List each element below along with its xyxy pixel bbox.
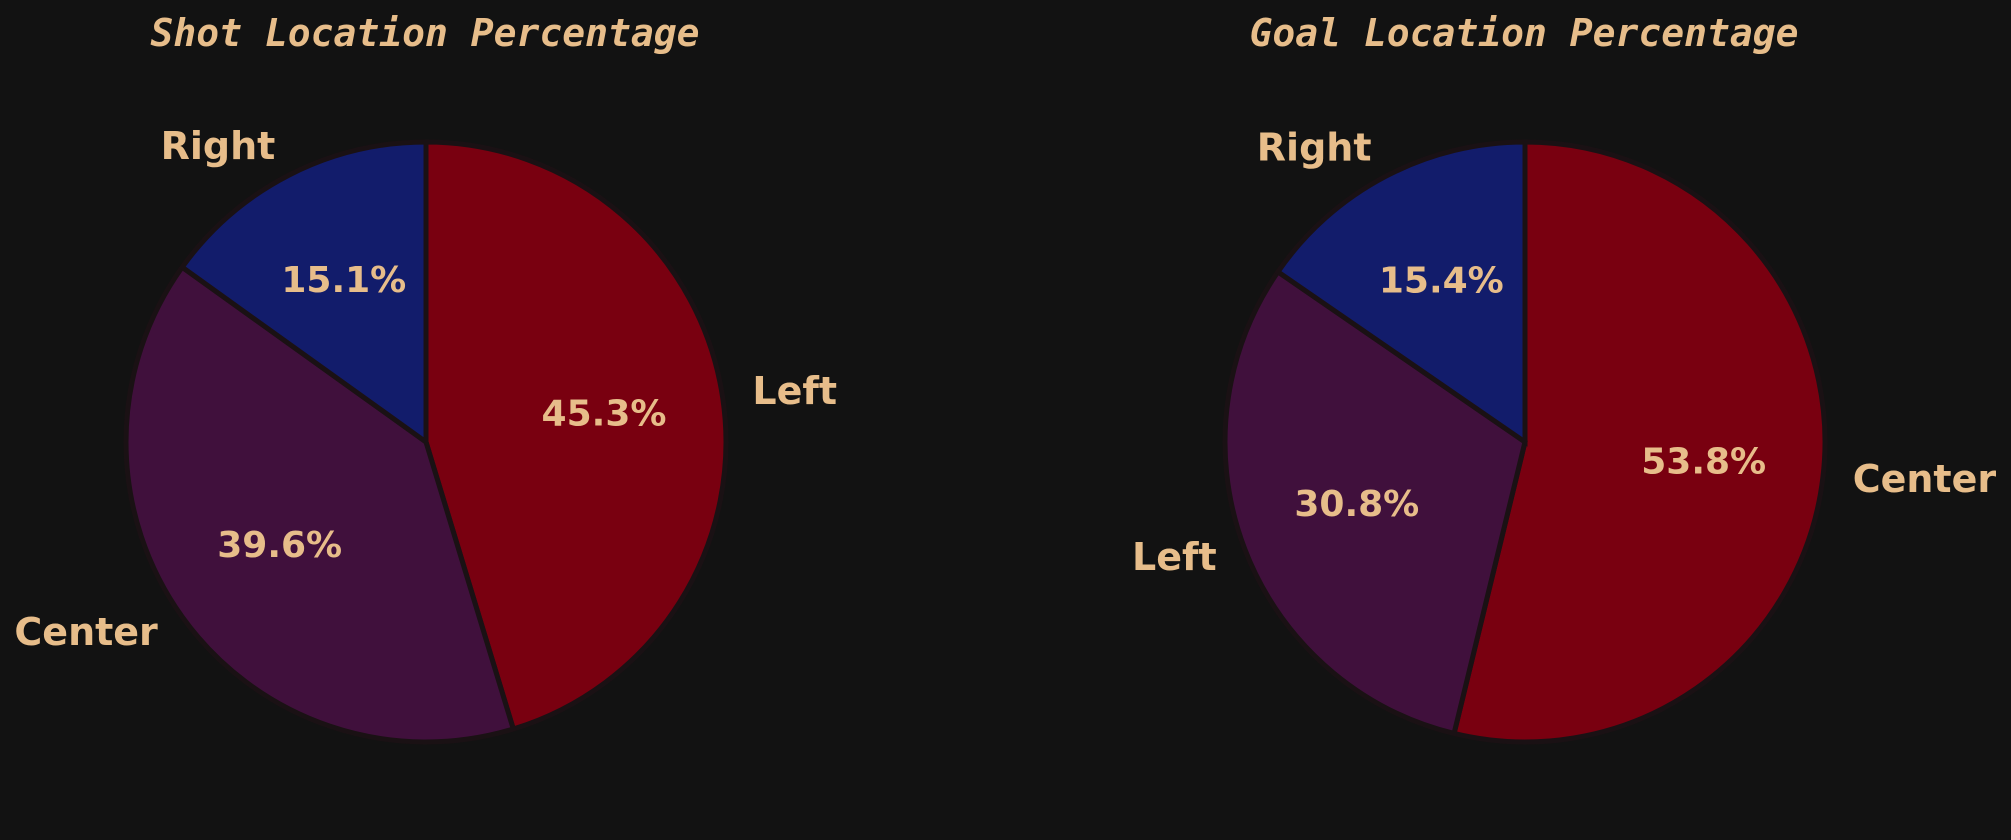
pct-label-goals-right: 15.4% <box>1379 261 1504 302</box>
slice-label-goals-right: Right <box>1257 125 1372 169</box>
chart-title-shots: Shot Location Percentage <box>150 11 699 55</box>
pct-label-shots-right: 15.1% <box>281 260 406 301</box>
pct-label-shots-center: 39.6% <box>217 525 342 566</box>
pie-chart-shots: Shot Location Percentage Left 45.3% Center… <box>14 11 837 745</box>
pie-slice-goals-right <box>1274 139 1528 447</box>
pie-slices-shots <box>123 139 729 745</box>
pie-slice-shots-left <box>423 139 729 733</box>
pie-slices-goals <box>1222 139 1828 745</box>
pie-slice-shots-center <box>123 263 517 745</box>
slice-label-goals-center: Center <box>1853 457 1997 501</box>
pie-chart-goals: Goal Location Percentage Center 53.8% Left… <box>1132 11 1996 745</box>
pct-label-goals-left: 30.8% <box>1294 484 1419 525</box>
slice-label-goals-left: Left <box>1132 535 1217 579</box>
pie-slice-goals-center <box>1451 139 1828 745</box>
pct-label-shots-left: 45.3% <box>542 394 667 435</box>
pie-labels-shots: Left 45.3% Center 39.6% Right 15.1% <box>14 124 837 654</box>
chart-title-goals: Goal Location Percentage <box>1249 11 1798 55</box>
pct-label-goals-center: 53.8% <box>1641 441 1766 482</box>
slice-label-shots-left: Left <box>752 369 837 413</box>
slice-label-shots-center: Center <box>14 610 158 654</box>
slice-label-shots-right: Right <box>161 124 276 168</box>
pie-labels-goals: Center 53.8% Left 30.8% Right 15.4% <box>1132 125 1996 579</box>
pie-slice-goals-left <box>1222 268 1528 737</box>
pie-slice-shots-right <box>178 139 429 447</box>
